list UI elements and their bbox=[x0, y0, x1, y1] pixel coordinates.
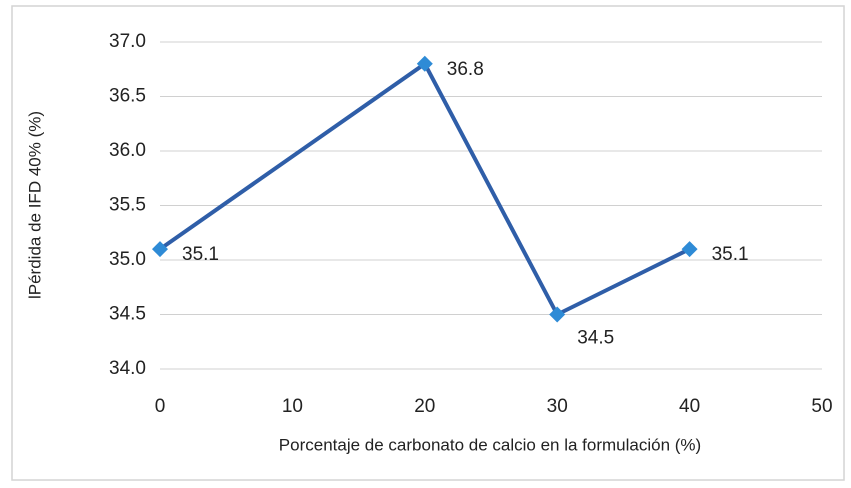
data-label: 36.8 bbox=[447, 59, 484, 80]
y-axis-label: lPérdida de IFD 40% (%) bbox=[25, 111, 44, 299]
y-tick-label: 37.0 bbox=[109, 31, 146, 52]
y-tick-label: 36.0 bbox=[109, 140, 146, 161]
marker bbox=[549, 306, 566, 323]
y-tick-label: 35.0 bbox=[109, 249, 146, 270]
data-label: 35.1 bbox=[712, 244, 749, 265]
y-tick-label: 34.5 bbox=[109, 304, 146, 325]
x-tick-label: 10 bbox=[282, 396, 303, 417]
series-line bbox=[158, 61, 691, 317]
x-tick-label: 50 bbox=[811, 396, 832, 417]
marker bbox=[152, 241, 168, 258]
x-tick-label: 0 bbox=[155, 396, 166, 417]
y-tick-label: 36.5 bbox=[109, 86, 146, 107]
marker bbox=[681, 241, 698, 258]
data-label: 34.5 bbox=[577, 328, 614, 349]
y-tick-label: 35.5 bbox=[109, 195, 146, 216]
x-tick-label: 20 bbox=[414, 396, 435, 417]
data-label: 35.1 bbox=[182, 244, 219, 265]
x-tick-label: 40 bbox=[679, 396, 700, 417]
x-axis-label: Porcentaje de carbonato de calcio en la … bbox=[279, 435, 701, 454]
y-tick-label: 34.0 bbox=[109, 358, 146, 379]
x-tick-label: 30 bbox=[547, 396, 568, 417]
chart-border bbox=[11, 5, 845, 481]
marker bbox=[416, 55, 433, 72]
